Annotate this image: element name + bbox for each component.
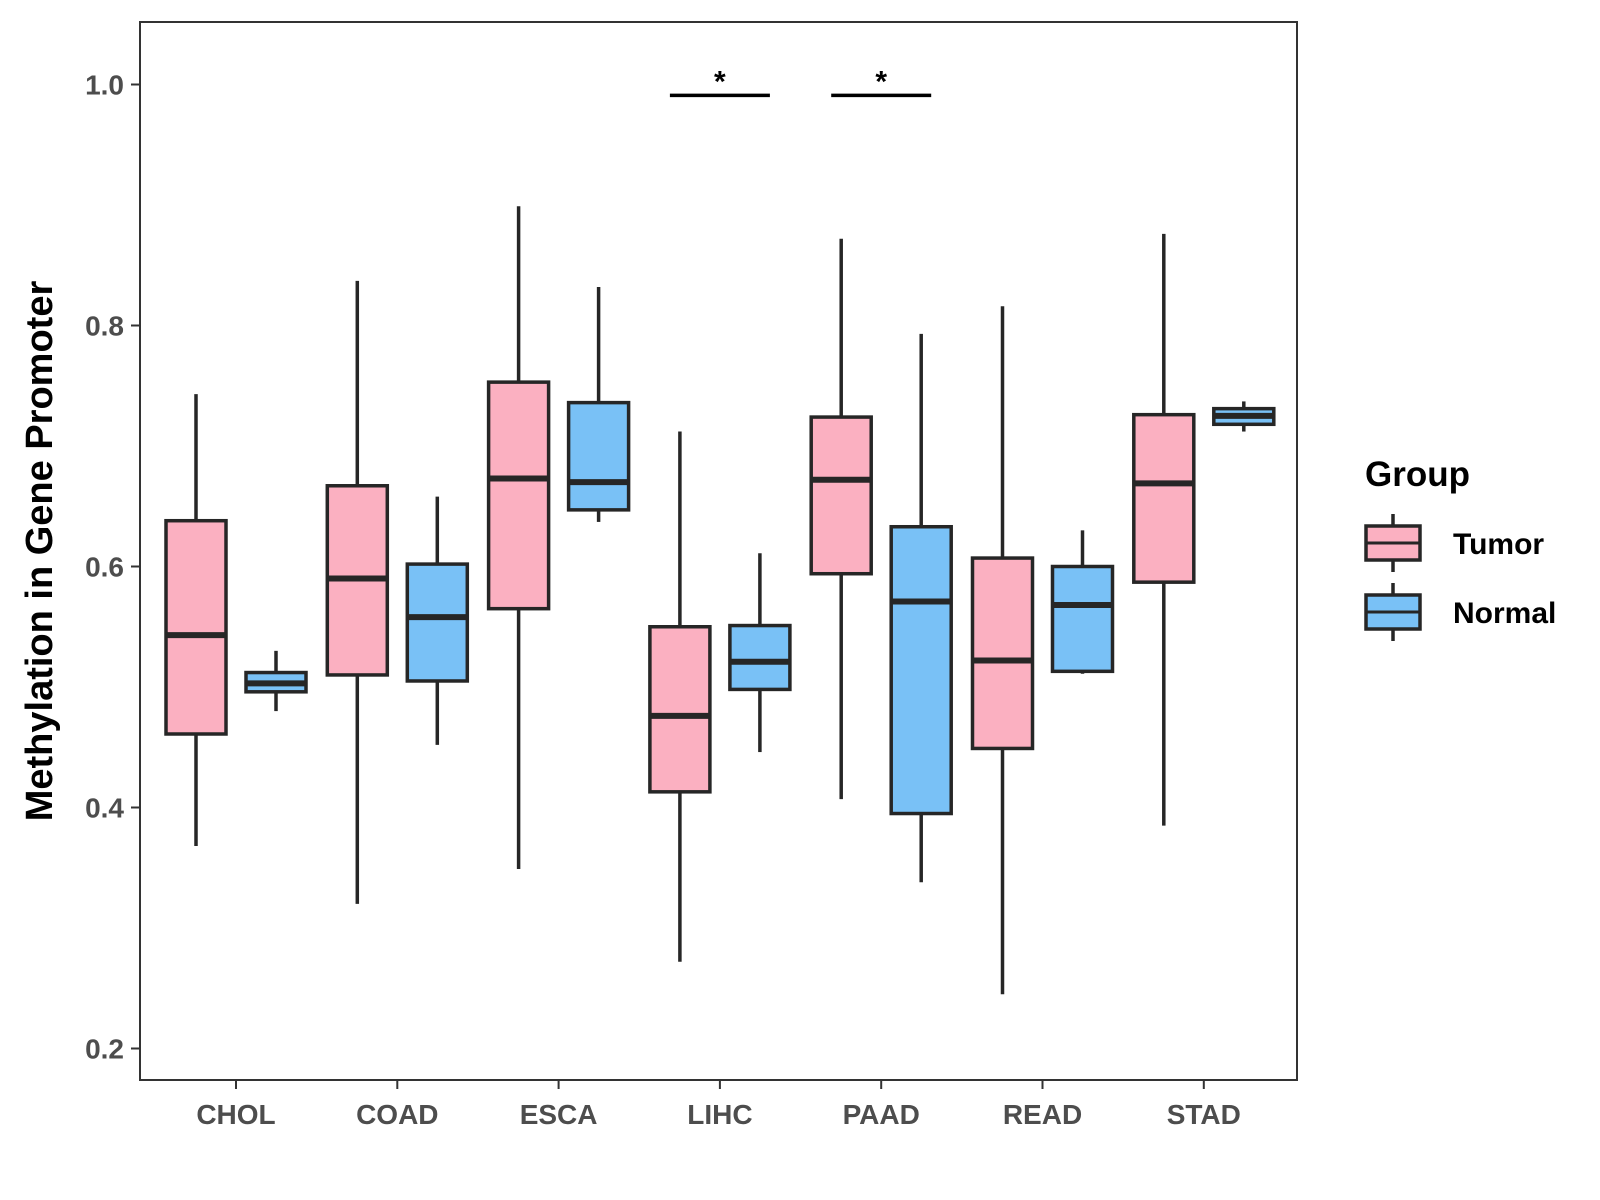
x-tick-label: READ xyxy=(1003,1099,1082,1130)
box-body xyxy=(728,623,792,692)
box-tumor-lihc xyxy=(648,431,712,962)
x-tick-label: ESCA xyxy=(520,1099,598,1130)
box-tumor-paad xyxy=(809,238,873,800)
box-tumor-esca xyxy=(486,206,551,869)
legend-label-tumor: Tumor xyxy=(1453,528,1544,561)
legend-label-normal: Normal xyxy=(1453,597,1556,630)
legend: Group Tumor Normal xyxy=(1364,455,1556,641)
box-normal-chol xyxy=(244,650,308,712)
x-tick-label: PAAD xyxy=(843,1099,920,1130)
x-tick-label: STAD xyxy=(1167,1099,1241,1130)
significance-star: * xyxy=(875,65,887,98)
y-axis-title: Methylation in Gene Promoter xyxy=(19,281,61,822)
y-axis: 0.2 0.4 0.6 0.8 1.0 xyxy=(85,70,140,1065)
x-tick-label: CHOL xyxy=(196,1099,275,1130)
box-series xyxy=(164,206,1276,995)
box-normal-read xyxy=(1050,530,1115,674)
box-body xyxy=(809,415,873,576)
significance-star: * xyxy=(714,65,726,98)
y-tick-label: 0.6 xyxy=(85,552,124,583)
box-body xyxy=(486,380,551,611)
box-body xyxy=(566,400,631,512)
box-tumor-coad xyxy=(325,280,390,904)
legend-entry-normal: Normal xyxy=(1364,583,1556,641)
significance-annotations: * * xyxy=(669,65,932,98)
plot-panel xyxy=(139,21,1298,1081)
box-body xyxy=(405,562,470,683)
y-tick-label: 0.8 xyxy=(85,311,124,342)
box-tumor-chol xyxy=(164,394,228,847)
x-tick-label: COAD xyxy=(356,1099,438,1130)
y-tick-label: 0.2 xyxy=(85,1034,124,1065)
legend-title: Group xyxy=(1365,455,1470,494)
x-axis: CHOL COAD ESCA LIHC PAAD READ STAD xyxy=(196,1080,1241,1130)
box-normal-lihc xyxy=(728,553,792,753)
box-body xyxy=(1132,412,1196,584)
box-body xyxy=(164,518,228,736)
y-tick-label: 1.0 xyxy=(85,70,124,101)
y-tick-label: 0.4 xyxy=(85,793,124,824)
box-normal-paad xyxy=(889,333,953,883)
box-normal-stad xyxy=(1212,401,1276,432)
box-tumor-read xyxy=(970,306,1035,995)
box-normal-coad xyxy=(405,496,470,745)
box-normal-esca xyxy=(566,286,631,522)
box-body xyxy=(1050,564,1115,674)
x-tick-label: LIHC xyxy=(687,1099,752,1130)
box-body xyxy=(889,524,953,816)
legend-entry-tumor: Tumor xyxy=(1364,514,1544,572)
box-body xyxy=(648,625,712,794)
box-tumor-stad xyxy=(1132,233,1196,826)
box-body xyxy=(970,556,1035,751)
